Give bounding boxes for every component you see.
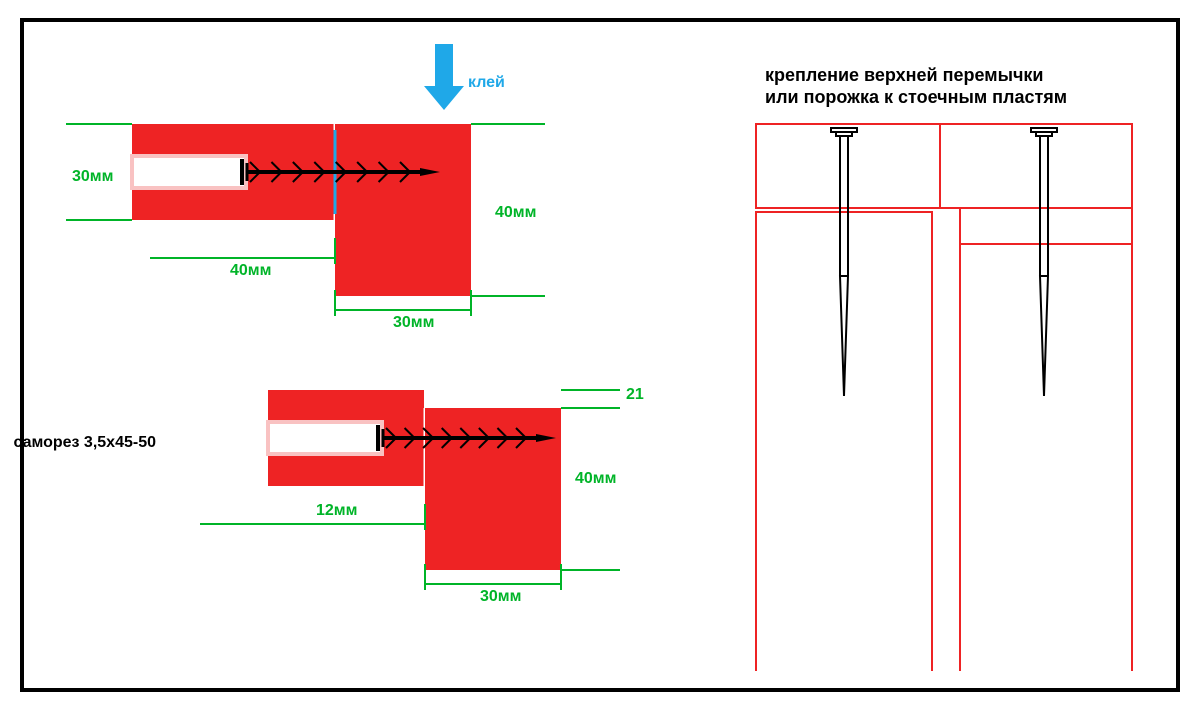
screw-label: саморез 3,5х45-50 [13,434,156,452]
dim-label-30mm-bottom: 30мм [393,314,434,332]
dim-label-40mm-bottom: 40мм [230,262,271,280]
dim-label-40mm-right: 40мм [495,204,536,222]
dim-label-40mm-right-2: 40мм [575,470,616,488]
right-title: крепление верхней перемычки или порожка … [765,64,1067,108]
dim-label-30mm-bottom-2: 30мм [480,588,521,606]
dim-label-30mm-left: 30мм [72,168,113,186]
right-title-line2: или порожка к стоечным пластям [765,86,1067,108]
glue-label: клей [468,74,505,92]
right-title-line1: крепление верхней перемычки [765,64,1067,86]
dim-label-21: 21 [626,386,644,404]
dim-label-12mm: 12мм [316,502,357,520]
